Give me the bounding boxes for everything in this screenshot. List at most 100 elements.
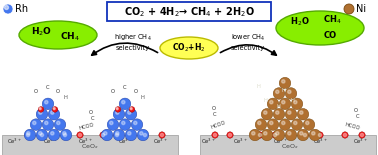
Circle shape [45,100,48,104]
Text: O: O [111,89,115,94]
Circle shape [212,132,218,138]
Circle shape [134,121,137,125]
Circle shape [53,108,55,110]
Text: H: H [63,95,67,100]
Circle shape [297,129,309,141]
Circle shape [267,98,279,110]
FancyBboxPatch shape [2,135,178,155]
Circle shape [131,119,143,130]
Text: H: H [276,104,280,109]
Text: CO$_2$ + 4H$_2$→ CH$_4$ + 2H$_2$O: CO$_2$ + 4H$_2$→ CH$_4$ + 2H$_2$O [124,5,254,19]
Circle shape [258,121,261,125]
Circle shape [119,119,131,130]
Circle shape [303,119,315,130]
Circle shape [78,133,82,137]
Text: Ce$^{3+}$: Ce$^{3+}$ [7,136,22,146]
Circle shape [57,121,60,125]
Circle shape [116,132,119,135]
Circle shape [294,100,297,104]
Circle shape [288,90,291,93]
Text: H: H [290,97,294,102]
Circle shape [261,108,273,120]
Circle shape [279,98,291,110]
Circle shape [306,121,309,125]
Circle shape [128,132,131,135]
Circle shape [276,111,279,114]
Text: C: C [123,85,127,90]
Circle shape [129,107,135,112]
Circle shape [317,132,323,138]
Circle shape [115,107,121,112]
Circle shape [285,129,297,141]
Circle shape [101,133,105,137]
Circle shape [273,108,285,120]
Circle shape [116,111,119,114]
Text: Ce$^{3+}$: Ce$^{3+}$ [118,136,132,146]
Text: higher CH$_4$
selectivity: higher CH$_4$ selectivity [114,33,152,51]
Text: Ce$^{3+}$: Ce$^{3+}$ [77,136,92,146]
Circle shape [282,100,285,104]
Circle shape [344,4,354,14]
Text: C: C [213,113,217,117]
Circle shape [24,129,36,141]
Text: lower CH$_4$
selectivity: lower CH$_4$ selectivity [231,33,265,51]
Circle shape [300,111,303,114]
Circle shape [160,133,164,137]
FancyBboxPatch shape [107,2,271,21]
Text: CeO$_x$: CeO$_x$ [281,143,299,151]
Circle shape [259,133,262,137]
Text: Ce$^{3+}$: Ce$^{3+}$ [153,136,167,146]
Text: H$_2$O: H$_2$O [31,26,53,38]
Circle shape [48,108,60,120]
Circle shape [104,132,107,135]
Ellipse shape [160,37,218,59]
Text: O: O [34,89,38,94]
Circle shape [143,133,147,137]
Circle shape [115,133,119,137]
Circle shape [113,129,125,141]
Text: C: C [46,85,50,90]
Circle shape [114,132,120,138]
Circle shape [291,98,303,110]
Circle shape [359,132,365,138]
Circle shape [214,133,217,137]
Circle shape [297,108,309,120]
Text: Rh: Rh [15,4,28,14]
Circle shape [273,133,277,137]
Circle shape [282,80,285,83]
Circle shape [263,111,267,114]
Text: H: H [281,88,285,93]
Circle shape [270,121,273,125]
Ellipse shape [276,11,364,45]
Text: CeO$_x$: CeO$_x$ [81,143,99,151]
Circle shape [285,108,297,120]
Circle shape [311,132,315,135]
Circle shape [52,107,58,112]
Circle shape [318,133,322,137]
Circle shape [273,88,285,99]
Circle shape [3,4,13,14]
Circle shape [291,119,303,130]
Ellipse shape [19,21,97,49]
Circle shape [128,111,131,114]
Text: CH$_4$: CH$_4$ [323,14,341,26]
Circle shape [54,119,66,130]
Circle shape [130,108,132,110]
Text: HCOO: HCOO [344,123,360,131]
Circle shape [125,129,137,141]
Circle shape [342,132,348,138]
Circle shape [159,132,165,138]
Circle shape [51,111,54,114]
Circle shape [48,129,60,141]
Text: O: O [212,106,216,111]
Text: C: C [356,115,360,120]
Circle shape [302,132,308,138]
Text: CO: CO [324,31,336,40]
Text: Ni: Ni [356,4,366,14]
Text: H$_2$O: H$_2$O [290,16,310,28]
Circle shape [343,133,347,137]
Text: Ce$^{3+}$: Ce$^{3+}$ [43,136,57,146]
Text: HCOO: HCOO [210,120,226,130]
Circle shape [272,132,278,138]
Circle shape [63,132,66,135]
